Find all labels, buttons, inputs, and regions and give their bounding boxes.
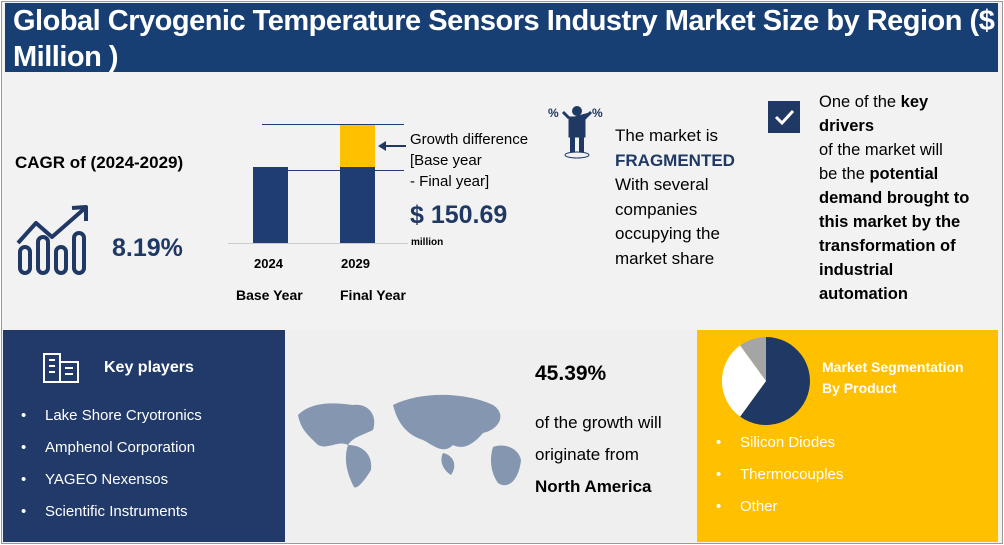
growth-value: $ 150.69 [410, 201, 508, 229]
drivers-text: One of the key drivers of the market wil… [819, 90, 969, 306]
key-players-title: Key players [104, 359, 194, 376]
base-year-label: Base Year [236, 287, 303, 303]
growth-percent: 45.39% [535, 362, 607, 385]
key-players-panel: Key players Lake Shore Cryotronics Amphe… [3, 330, 285, 542]
segment-item: Thermocouples [714, 466, 843, 498]
drivers-line: of the market will [819, 141, 943, 159]
page-title: Global Cryogenic Temperature Sensors Ind… [5, 3, 998, 73]
segmentation-title-line: By Product [822, 380, 897, 396]
axis-line [228, 243, 408, 244]
note-line: - Final year] [410, 173, 490, 190]
growth-text: of the growth will originate from North A… [535, 407, 662, 503]
svg-text:%: % [548, 106, 559, 120]
segmentation-panel: Market Segmentation By Product Silicon Di… [697, 330, 998, 542]
bar-growth-segment [340, 125, 375, 167]
player-item: Amphenol Corporation [19, 439, 202, 471]
segmentation-title: Market Segmentation By Product [822, 357, 964, 399]
segmentation-pie-chart [721, 336, 810, 425]
growth-line: originate from [535, 445, 639, 464]
market-line: The market is [615, 126, 718, 145]
growth-note: Growth difference [Base year - Final year] [410, 129, 528, 192]
segment-item: Other [714, 498, 843, 530]
arrow-left-icon [378, 141, 406, 151]
drivers-line: One of the [819, 93, 901, 111]
pie-slice-silicon-diodes [740, 337, 810, 425]
cagr-value: 8.19% [112, 234, 183, 262]
market-line: market share [615, 248, 715, 268]
bar-2029 [340, 167, 375, 243]
market-line: With several [615, 175, 709, 194]
player-item: YAGEO Nexensos [19, 471, 202, 503]
player-item: Scientific Instruments [19, 503, 202, 535]
svg-text:%: % [592, 106, 603, 120]
segmentation-title-line: Market Segmentation [822, 359, 964, 375]
note-line: Growth difference [410, 131, 529, 148]
pie-slice-thermocouples [721, 345, 766, 417]
drivers-line: demand brought to [819, 189, 970, 207]
drivers-line: transformation of [819, 237, 956, 255]
cagr-label: CAGR of (2024-2029) [15, 153, 184, 172]
growth-chart-icon [16, 205, 88, 275]
growth-region-panel: 45.39% of the growth will originate from … [285, 330, 697, 542]
drivers-line: key [900, 93, 929, 111]
reference-line [262, 170, 404, 171]
player-item: Lake Shore Cryotronics [19, 407, 202, 439]
market-line: occupying the [615, 224, 720, 243]
buildings-icon [43, 353, 79, 383]
drivers-line: this market by the [819, 213, 961, 231]
growth-line: of the growth will [535, 413, 662, 432]
final-year-label: Final Year [340, 287, 406, 303]
note-line: [Base year [410, 152, 482, 169]
market-line: companies [615, 199, 698, 219]
year-2024: 2024 [254, 256, 283, 271]
reference-line [262, 124, 404, 125]
checkbox-icon [768, 101, 800, 133]
world-map-icon [298, 394, 521, 488]
growth-region: North America [535, 477, 652, 496]
drivers-line: drivers [819, 117, 875, 135]
businessman-icon: %% [548, 106, 603, 159]
drivers-line: be the [819, 165, 870, 183]
market-status: FRAGMENTED [615, 150, 735, 170]
drivers-line: automation [819, 285, 908, 303]
drivers-line: potential [869, 165, 939, 183]
market-text: The market is FRAGMENTED With several com… [615, 124, 735, 271]
pie-slice-other [740, 336, 766, 381]
segment-item: Silicon Diodes [714, 434, 843, 466]
growth-unit: million [411, 237, 444, 248]
year-2029: 2029 [341, 256, 370, 271]
drivers-line: industrial [819, 261, 894, 279]
bar-2024 [253, 167, 288, 243]
